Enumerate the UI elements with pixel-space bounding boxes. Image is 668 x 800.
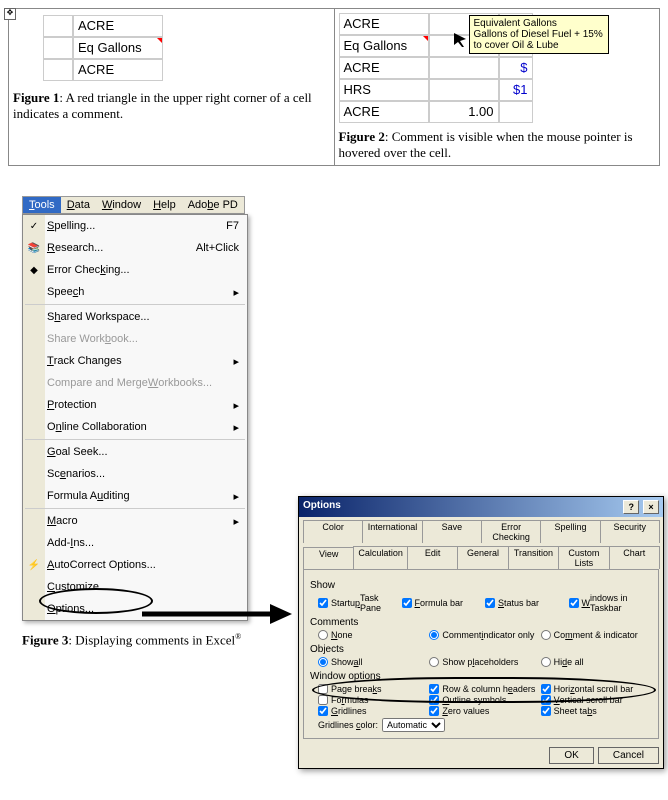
chk-formulas[interactable]: Formulas (318, 695, 429, 705)
menu-customize[interactable]: Customize... (23, 576, 247, 598)
tab-edit[interactable]: Edit (407, 546, 458, 569)
tools-dropdown: ✓Spelling...F7 📚Research...Alt+Click ◆Er… (22, 214, 248, 621)
menu-protection[interactable]: Protection▸ (23, 394, 247, 416)
radio-hide-all[interactable]: Hide all (541, 657, 652, 667)
tab-custom-lists[interactable]: Custom Lists (558, 546, 609, 569)
tab-calculation[interactable]: Calculation (353, 546, 408, 569)
spelling-icon: ✓ (25, 221, 43, 232)
tab-international[interactable]: International (362, 520, 422, 543)
menu-macro[interactable]: Macro▸ (23, 510, 247, 532)
close-button[interactable]: × (643, 500, 659, 514)
cell-acre-2: ACRE (73, 59, 163, 81)
fig2-caption: Figure 2: Comment is visible when the mo… (339, 129, 656, 161)
menu-autocorrect[interactable]: ⚡AutoCorrect Options... (23, 554, 247, 576)
comment-tooltip: Equivalent GallonsGallons of Diesel Fuel… (469, 15, 609, 54)
radio-none[interactable]: None (318, 630, 429, 640)
tab-general[interactable]: General (457, 546, 508, 569)
research-icon: 📚 (25, 243, 43, 254)
chk-status-bar[interactable]: Status bar (485, 593, 569, 613)
menu-online-collab[interactable]: Online Collaboration▸ (23, 416, 247, 438)
move-handle-icon: ✥ (4, 8, 16, 20)
menu-error-checking[interactable]: ◆Error Checking... (23, 259, 247, 281)
radio-show-all[interactable]: Show all (318, 657, 429, 667)
gridlines-color-label: Gridlines color: (318, 720, 378, 730)
tab-transition[interactable]: Transition (508, 546, 559, 569)
menu-spelling[interactable]: ✓Spelling...F7 (23, 215, 247, 237)
tabs-row-1: Color International Save Error Checking … (303, 520, 659, 543)
options-dialog: Options ? × Color International Save Err… (298, 496, 664, 769)
excel-menubar: Tools Data Window Help Adobe PD (22, 196, 245, 214)
chk-windows-taskbar[interactable]: Windows in Taskbar (569, 593, 653, 613)
tab-error-checking[interactable]: Error Checking (481, 520, 541, 543)
radio-placeholders[interactable]: Show placeholders (429, 657, 540, 667)
menu-speech[interactable]: Speech▸ (23, 281, 247, 303)
tab-save[interactable]: Save (422, 520, 482, 543)
menu-window[interactable]: Window (96, 197, 147, 213)
chk-formula-bar[interactable]: Formula bar (402, 593, 486, 613)
cell-acre-1: ACRE (73, 15, 163, 37)
chk-startup[interactable]: Startup Task Pane (318, 593, 402, 613)
dialog-titlebar: Options ? × (299, 497, 663, 517)
chk-sheet-tabs[interactable]: Sheet tabs (541, 706, 652, 716)
menu-track-changes[interactable]: Track Changes▸ (23, 350, 247, 372)
tabs-row-2: View Calculation Edit General Transition… (303, 546, 659, 569)
chk-zero-values[interactable]: Zero values (429, 706, 540, 716)
cell-eq-gallons: Eq Gallons (73, 37, 163, 59)
menu-formula-auditing[interactable]: Formula Auditing▸ (23, 485, 247, 507)
fig3-caption: Figure 3: Displaying comments in Excel® (22, 632, 242, 648)
tab-security[interactable]: Security (600, 520, 660, 543)
arrow-icon (142, 602, 292, 626)
fig2-grid: ACRE1.00$ Eq Gallons$ ACRE$ HRS$1 ACRE1.… (339, 13, 656, 123)
chk-outline[interactable]: Outline symbols (429, 695, 540, 705)
gridlines-color-select[interactable]: Automatic (382, 718, 445, 732)
chk-v-scroll[interactable]: Vertical scroll bar (541, 695, 652, 705)
objects-group-label: Objects (310, 644, 652, 655)
tab-spelling[interactable]: Spelling (540, 520, 600, 543)
chk-gridlines[interactable]: Gridlines (318, 706, 429, 716)
menu-help[interactable]: Help (147, 197, 182, 213)
error-check-icon: ◆ (25, 265, 43, 276)
menu-research[interactable]: 📚Research...Alt+Click (23, 237, 247, 259)
menu-share-workbook: Share Workbook... (23, 328, 247, 350)
autocorrect-icon: ⚡ (25, 560, 43, 571)
menu-data[interactable]: Data (61, 197, 96, 213)
tab-chart[interactable]: Chart (609, 546, 660, 569)
comments-group-label: Comments (310, 617, 652, 628)
help-button[interactable]: ? (623, 500, 639, 514)
menu-scenarios[interactable]: Scenarios... (23, 463, 247, 485)
menu-goal-seek[interactable]: Goal Seek... (23, 441, 247, 463)
menu-addins[interactable]: Add-Ins... (23, 532, 247, 554)
cancel-button[interactable]: Cancel (598, 747, 659, 764)
window-opts-label: Window options (310, 671, 652, 682)
chk-h-scroll[interactable]: Horizontal scroll bar (541, 684, 652, 694)
menu-adobe-pdf[interactable]: Adobe PD (182, 197, 244, 213)
tab-view[interactable]: View (303, 547, 354, 570)
cursor-arrow-icon (454, 33, 472, 47)
radio-both[interactable]: Comment & indicator (541, 630, 652, 640)
menu-compare-merge: Compare and Merge Workbooks... (23, 372, 247, 394)
chk-page-breaks[interactable]: Page breaks (318, 684, 429, 694)
fig1-caption: Figure 1: A red triangle in the upper ri… (13, 90, 330, 122)
menu-tools[interactable]: Tools (23, 197, 61, 213)
ok-button[interactable]: OK (549, 747, 593, 764)
menu-shared-workspace[interactable]: Shared Workspace... (23, 306, 247, 328)
show-group-label: Show (310, 580, 652, 591)
dialog-title: Options (303, 500, 341, 514)
radio-indicator[interactable]: Comment indicator only (429, 630, 540, 640)
figure-comparison-table: ACRE Eq Gallons ACRE Figure 1: A red tri… (8, 8, 660, 166)
fig1-grid: ACRE Eq Gallons ACRE (43, 15, 163, 81)
chk-row-col-headers[interactable]: Row & column headers (429, 684, 540, 694)
tab-color[interactable]: Color (303, 520, 363, 543)
